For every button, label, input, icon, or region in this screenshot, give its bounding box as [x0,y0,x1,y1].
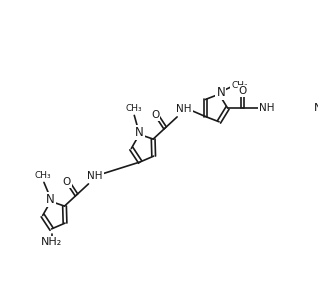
Text: CH₃: CH₃ [35,171,52,180]
Text: N: N [135,126,144,139]
Text: NH: NH [87,171,103,181]
Text: NH: NH [176,104,191,114]
Text: O: O [151,110,159,120]
Text: O: O [63,177,71,187]
Text: CH₃: CH₃ [125,104,142,113]
Text: O: O [238,86,247,96]
Text: NH: NH [259,103,274,113]
Text: N: N [314,103,318,113]
Text: NH₂: NH₂ [41,237,62,247]
Text: CH₃: CH₃ [231,81,248,90]
Text: N: N [46,193,55,206]
Text: N: N [216,86,225,99]
